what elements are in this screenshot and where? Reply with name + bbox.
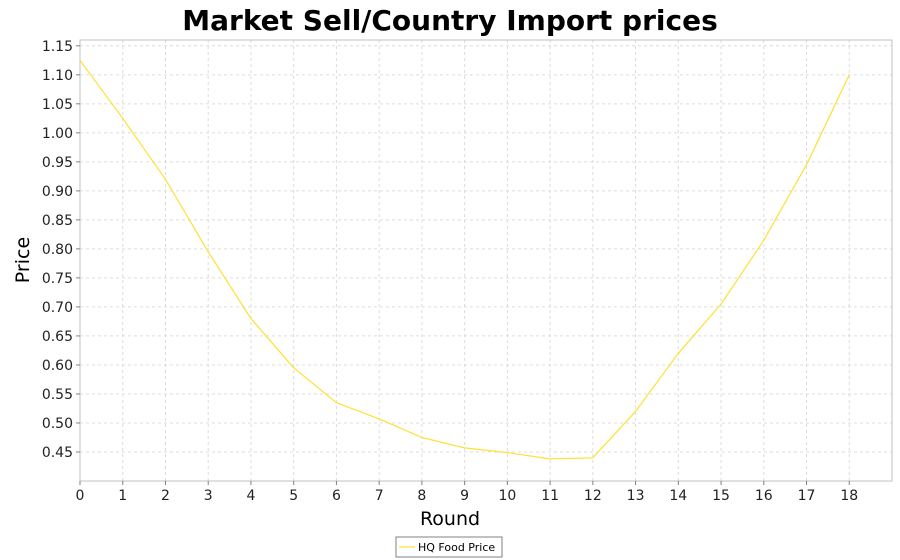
plot-area xyxy=(79,39,893,482)
y-tick-label: 0.90 xyxy=(42,184,73,200)
x-tick-label: 14 xyxy=(669,488,687,504)
y-tick-label: 0.95 xyxy=(42,155,73,171)
data-point xyxy=(121,117,124,120)
y-tick-label: 0.55 xyxy=(42,387,73,403)
x-tick-label: 12 xyxy=(584,488,602,504)
data-point xyxy=(79,59,82,62)
data-point xyxy=(207,250,210,253)
y-tick-label: 0.70 xyxy=(42,300,73,316)
data-point xyxy=(378,417,381,420)
y-axis: 0.45 0.50 0.55 0.60 0.65 0.70 0.75 0.80 0.85 0.90… xyxy=(42,39,80,461)
y-tick-label: 1.10 xyxy=(42,68,73,84)
data-point xyxy=(335,401,338,404)
x-tick-label: 18 xyxy=(840,488,858,504)
x-tick-label: 17 xyxy=(798,488,816,504)
series-line-0 xyxy=(79,59,850,460)
y-tick-label: 1.00 xyxy=(42,126,73,142)
y-tick-label: 1.15 xyxy=(42,39,73,55)
data-point xyxy=(762,239,765,242)
x-tick-label: 0 xyxy=(76,488,85,504)
x-tick-label: 16 xyxy=(755,488,773,504)
data-point xyxy=(463,446,466,449)
legend-label: HQ Food Price xyxy=(418,541,495,554)
x-tick-label: 2 xyxy=(161,488,170,504)
data-point xyxy=(164,178,167,181)
y-tick-label: 1.05 xyxy=(42,97,73,113)
chart-title: Market Sell/Country Import prices xyxy=(182,4,718,37)
y-tick-label: 0.45 xyxy=(42,445,73,461)
x-tick-label: 6 xyxy=(332,488,341,504)
data-point xyxy=(292,366,295,369)
x-axis: 0 1 2 3 4 5 6 7 8 9 10 11 12 13 14 15 16 17 18 xyxy=(76,481,858,504)
x-tick-label: 13 xyxy=(627,488,645,504)
legend: HQ Food Price xyxy=(395,536,503,558)
x-tick-label: 8 xyxy=(417,488,426,504)
x-tick-label: 10 xyxy=(498,488,516,504)
y-tick-label: 0.60 xyxy=(42,358,73,374)
x-tick-label: 5 xyxy=(289,488,298,504)
data-point xyxy=(805,163,808,166)
series-layer xyxy=(79,59,851,460)
data-point xyxy=(549,457,552,460)
data-point xyxy=(634,410,637,413)
y-tick-label: 0.85 xyxy=(42,213,73,229)
y-axis-label: Price xyxy=(12,237,34,283)
x-tick-label: 4 xyxy=(246,488,255,504)
x-tick-label: 11 xyxy=(541,488,559,504)
data-point xyxy=(848,73,851,76)
x-tick-label: 7 xyxy=(375,488,384,504)
y-tick-label: 0.65 xyxy=(42,329,73,345)
x-tick-label: 9 xyxy=(460,488,469,504)
y-tick-label: 0.50 xyxy=(42,416,73,432)
data-point xyxy=(720,303,723,306)
grid xyxy=(79,40,892,481)
data-point xyxy=(591,456,594,459)
x-tick-label: 15 xyxy=(712,488,730,504)
y-tick-label: 0.80 xyxy=(42,242,73,258)
x-axis-label: Round xyxy=(420,508,480,530)
y-tick-label: 0.75 xyxy=(42,271,73,287)
data-point xyxy=(677,352,680,355)
data-point xyxy=(420,436,423,439)
x-tick-label: 3 xyxy=(204,488,213,504)
x-tick-label: 1 xyxy=(118,488,127,504)
data-point xyxy=(506,451,509,454)
legend-box xyxy=(395,536,503,558)
data-point xyxy=(249,317,252,320)
